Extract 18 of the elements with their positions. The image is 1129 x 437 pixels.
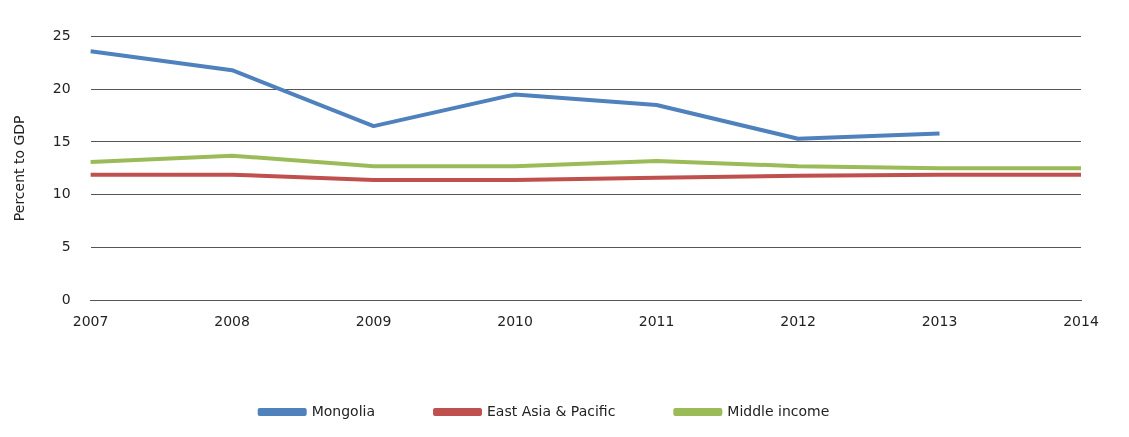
x-tick-label: 2011 [638,313,675,330]
legend-label: Middle income [727,402,830,419]
x-tick-label: 2010 [497,313,533,330]
y-axis-title: Percent to GDP [11,115,28,222]
y-tick-label: 20 [52,79,71,96]
y-tick-label: 25 [52,27,71,44]
y-tick-label: 5 [61,238,71,255]
legend-label: Mongolia [311,402,376,419]
x-tick-label: 2012 [780,313,816,330]
x-tick-label: 2007 [72,313,109,330]
y-tick-label: 0 [61,290,71,307]
x-tick-label: 2013 [921,313,958,330]
y-tick-label: 10 [52,185,71,202]
x-tick-label: 2008 [214,313,250,330]
x-tick-label: 2009 [355,313,392,330]
x-tick-label: 2014 [1063,313,1099,330]
y-tick-label: 15 [52,132,71,149]
legend-label: East Asia & Pacific [487,402,616,419]
